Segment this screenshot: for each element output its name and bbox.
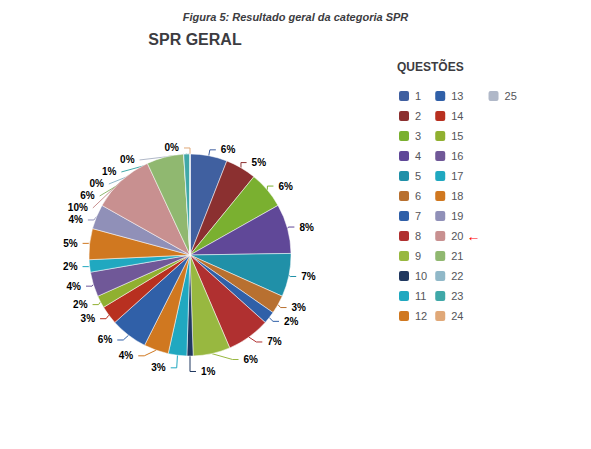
svg-text:1%: 1% — [201, 366, 216, 377]
svg-text:2%: 2% — [63, 261, 78, 272]
svg-text:QUESTÕES: QUESTÕES — [397, 59, 464, 74]
svg-text:7%: 7% — [301, 271, 316, 282]
svg-text:20: 20 — [451, 230, 466, 242]
svg-text:19: 19 — [451, 210, 463, 222]
svg-text:17: 17 — [451, 170, 463, 182]
svg-text:18: 18 — [451, 190, 463, 202]
svg-text:11: 11 — [415, 290, 426, 302]
svg-text:6: 6 — [415, 190, 421, 202]
svg-text:7: 7 — [415, 210, 421, 222]
svg-text:3%: 3% — [292, 302, 307, 313]
svg-text:←: ← — [467, 228, 481, 244]
svg-text:3: 3 — [415, 130, 421, 142]
svg-text:3%: 3% — [81, 313, 96, 324]
svg-text:0%: 0% — [120, 154, 135, 165]
svg-text:5%: 5% — [252, 157, 267, 168]
svg-text:2%: 2% — [284, 316, 299, 327]
svg-text:5: 5 — [415, 170, 421, 182]
svg-text:23: 23 — [451, 290, 463, 302]
svg-text:4%: 4% — [68, 214, 83, 225]
svg-text:1%: 1% — [102, 166, 117, 177]
svg-text:24: 24 — [451, 310, 463, 322]
svg-text:21: 21 — [451, 250, 463, 262]
svg-text:Figura 5: Resultado geral da c: Figura 5: Resultado geral da categoria S… — [183, 11, 409, 23]
svg-text:7%: 7% — [267, 336, 282, 347]
svg-text:8: 8 — [415, 230, 421, 242]
svg-text:4%: 4% — [67, 281, 82, 292]
svg-text:2: 2 — [415, 110, 421, 122]
svg-text:10: 10 — [415, 270, 427, 282]
svg-text:4: 4 — [415, 150, 421, 162]
svg-text:SPR GERAL: SPR GERAL — [148, 31, 242, 48]
svg-text:13: 13 — [451, 90, 463, 102]
svg-text:8%: 8% — [299, 222, 314, 233]
svg-text:9: 9 — [415, 250, 421, 262]
svg-text:16: 16 — [451, 150, 463, 162]
svg-text:15: 15 — [451, 130, 463, 142]
svg-text:4%: 4% — [119, 350, 134, 361]
svg-text:25: 25 — [505, 90, 517, 102]
svg-text:0%: 0% — [165, 142, 180, 153]
svg-text:3%: 3% — [151, 362, 166, 373]
svg-text:10%: 10% — [68, 202, 88, 213]
svg-text:14: 14 — [451, 110, 463, 122]
svg-text:6%: 6% — [278, 181, 293, 192]
svg-text:6%: 6% — [80, 190, 95, 201]
svg-text:2%: 2% — [73, 299, 88, 310]
svg-text:22: 22 — [451, 270, 463, 282]
svg-text:5%: 5% — [63, 238, 78, 249]
svg-text:0%: 0% — [89, 178, 104, 189]
svg-text:6%: 6% — [244, 354, 259, 365]
svg-text:6%: 6% — [98, 334, 113, 345]
svg-text:6%: 6% — [221, 144, 236, 155]
svg-text:12: 12 — [415, 310, 427, 322]
svg-text:1: 1 — [415, 90, 421, 102]
